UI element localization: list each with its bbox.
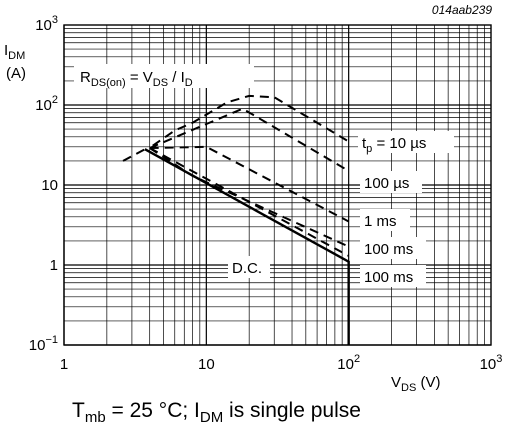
- x-tick-label: 103: [480, 353, 503, 373]
- y-tick-label: 103: [35, 14, 58, 34]
- series-label-100ms-b: 100 ms: [364, 269, 413, 286]
- series-line-5: [144, 148, 350, 345]
- x-axis-label: VDS (V): [391, 374, 440, 394]
- y-tick-label: 10: [41, 177, 58, 194]
- rds-on-limit-line: [122, 148, 146, 162]
- y-axis-unit: (A): [6, 65, 26, 82]
- series-line-1: [149, 107, 350, 172]
- figure-id: 014aab239: [432, 3, 492, 17]
- x-tick-label: 1: [60, 356, 68, 373]
- series-label-dc: D.C.: [232, 260, 262, 277]
- y-tick-label: 1: [50, 257, 58, 274]
- series-label-1ms: 1 ms: [364, 213, 397, 230]
- y-tick-label: 102: [35, 94, 58, 114]
- chart-caption: Tmb = 25 °C; IDM is single pulse: [72, 399, 361, 427]
- chart-series: [122, 94, 350, 345]
- plot-frame: [63, 24, 492, 346]
- y-axis-label: IDM: [4, 42, 25, 62]
- series-line-4: [149, 147, 350, 257]
- series-label-tp-10us: tp = 10 µs: [362, 135, 426, 155]
- series-label-100us: 100 µs: [364, 175, 409, 192]
- series-line-2: [149, 145, 350, 223]
- x-tick-label: 10: [198, 356, 215, 373]
- series-label-100ms-a: 100 ms: [364, 241, 413, 258]
- y-tick-label: 10−1: [29, 334, 58, 354]
- x-tick-label: 102: [337, 353, 360, 373]
- rds-on-label: RDS(on) = VDS / ID: [80, 69, 193, 89]
- series-line-0: [152, 94, 350, 147]
